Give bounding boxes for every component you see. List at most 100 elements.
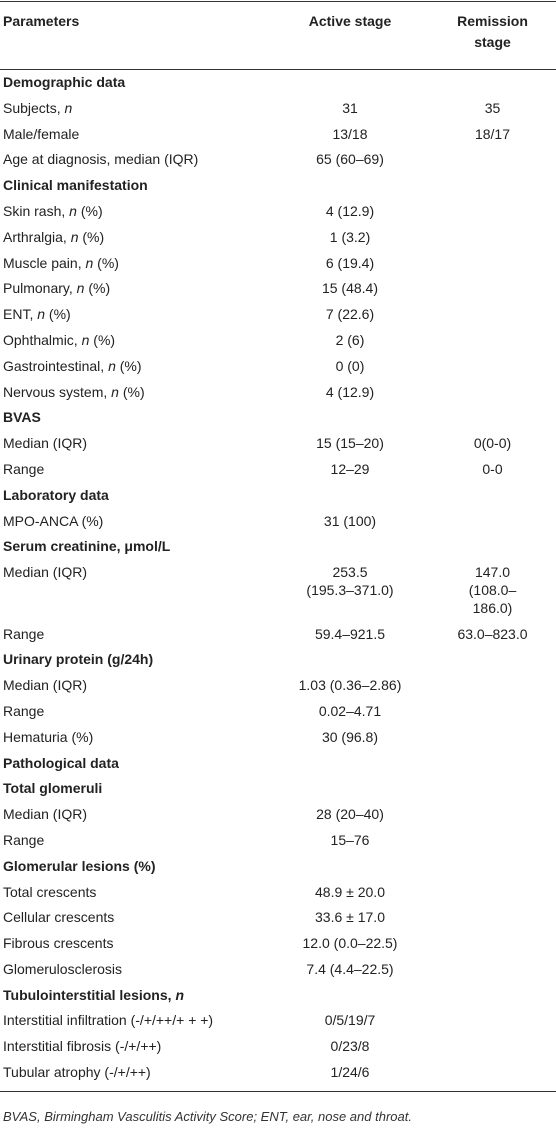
section-title: Demographic data <box>3 74 126 90</box>
section-row: Laboratory data <box>0 483 556 509</box>
section-title: Clinical manifestation <box>3 177 148 194</box>
section-title: Pathological data <box>3 754 119 771</box>
section-row: Total glomeruli <box>0 776 556 802</box>
data-row: Range 12–29 0-0 <box>0 457 556 483</box>
active-value: 253.5 (195.3–371.0) <box>255 560 445 621</box>
text-run: n <box>108 357 116 374</box>
text-run: n <box>37 306 46 323</box>
row-label: Median (IQR) <box>3 564 88 581</box>
text-run: (%) <box>118 383 145 400</box>
remission-value <box>445 1008 556 1034</box>
row-label: Muscle pain, n (%) <box>0 251 255 277</box>
section-title: Total glomeruli <box>3 780 103 797</box>
data-row: Skin rash, n (%) 4 (12.9) <box>0 199 556 225</box>
remission-value <box>445 1034 556 1060</box>
row-label: ENT, n (%) <box>0 302 255 328</box>
section-title: Tubulointerstitial lesions, n <box>0 983 556 1009</box>
text-run: n <box>175 986 184 1003</box>
active-value: 33.6 ± 17.0 <box>315 909 385 926</box>
active-value: 31 <box>342 99 358 116</box>
row-label: Pulmonary, n (%) <box>0 276 255 302</box>
data-row: Subjects, n 31 35 <box>0 96 556 122</box>
header-cell: Remission stage <box>457 13 528 50</box>
remission-value: 147.0 (108.0–186.0) <box>445 560 556 621</box>
active-value: 31 (100) <box>323 512 377 529</box>
data-row: Male/female 13/18 18/17 <box>0 122 556 148</box>
data-row: Range 0.02–4.71 <box>0 699 556 725</box>
data-row: Range 59.4–921.5 63.0–823.0 <box>0 622 556 648</box>
data-row: MPO-ANCA (%) 31 (100) <box>0 509 556 535</box>
row-label: Arthralgia, n (%) <box>0 225 255 251</box>
data-row: Arthralgia, n (%) 1 (3.2) <box>0 225 556 251</box>
cell-line: (108.0–186.0) <box>468 581 517 616</box>
active-value: 0/5/19/7 <box>324 1012 376 1029</box>
section-title: Urinary protein (g/24h) <box>3 651 154 668</box>
active-value: 0/23/8 <box>330 1038 370 1055</box>
remission-value: 18/17 <box>474 125 511 142</box>
remission-value <box>445 328 556 354</box>
row-label: Interstitial infiltration (-/+/++/+ + +) <box>3 1012 214 1029</box>
active-value: 15 (48.4) <box>321 280 379 297</box>
data-row: Glomerulosclerosis 7.4 (4.4–22.5) <box>0 957 556 983</box>
active-value: 6 (19.4) <box>325 254 375 271</box>
section-title: Laboratory data <box>3 486 109 503</box>
data-row: Nervous system, n (%) 4 (12.9) <box>0 380 556 406</box>
active-value: 59.4–921.5 <box>314 625 386 642</box>
active-value: 13/18 <box>332 125 368 142</box>
row-label: Range <box>3 625 45 642</box>
text-run: (%) <box>45 306 71 323</box>
text-run: Muscle pain, <box>3 254 86 271</box>
section-row: Glomerular lesions (%) <box>0 854 556 880</box>
data-row: Fibrous crescents 12.0 (0.0–22.5) <box>0 931 556 957</box>
row-label: Median (IQR) <box>3 435 88 452</box>
row-label: Interstitial fibrosis (-/+/++) <box>3 1038 162 1055</box>
data-row: Age at diagnosis, median (IQR) 65 (60–69) <box>0 147 556 173</box>
table-header: Parameters Active stage Remission stage <box>0 1 556 70</box>
text-run: Ophthalmic, <box>3 331 82 348</box>
row-label: Cellular crescents <box>3 909 115 926</box>
text-run: (%) <box>78 228 105 245</box>
data-row: Hematuria (%) 30 (96.8) <box>0 725 556 751</box>
remission-value <box>445 1060 556 1091</box>
row-label: Range <box>3 702 45 719</box>
data-row: Median (IQR) 28 (20–40) <box>0 802 556 828</box>
active-value: 7.4 (4.4–22.5) <box>306 960 394 977</box>
remission-value <box>445 380 556 406</box>
text-run: Gastrointestinal, <box>3 357 109 374</box>
text-run: (%) <box>84 280 111 297</box>
remission-value <box>445 880 556 906</box>
data-row: Range 15–76 <box>0 828 556 854</box>
remission-value <box>445 957 556 983</box>
text-run: Arthralgia, <box>3 228 71 245</box>
cell-line: 147.0 <box>474 564 511 581</box>
data-row: Interstitial fibrosis (-/+/++) 0/23/8 <box>0 1034 556 1060</box>
data-row: ENT, n (%) 7 (22.6) <box>0 302 556 328</box>
active-value: 4 (12.9) <box>325 383 375 400</box>
section-title: Glomerular lesions (%) <box>3 857 156 874</box>
active-value: 0 (0) <box>335 357 365 374</box>
remission-value <box>445 509 556 535</box>
remission-value <box>445 673 556 699</box>
text-run: n <box>76 280 85 297</box>
cell-line: 253.5 <box>332 564 368 581</box>
section-row: Pathological data <box>0 751 556 777</box>
data-row: Median (IQR) 1.03 (0.36–2.86) <box>0 673 556 699</box>
text-run: n <box>85 254 94 271</box>
text-run: n <box>69 202 77 219</box>
row-label: Skin rash, n (%) <box>0 199 255 225</box>
remission-value <box>445 931 556 957</box>
remission-value <box>445 354 556 380</box>
remission-value <box>445 905 556 931</box>
remission-value: 0-0 <box>482 460 503 477</box>
text-run: n <box>70 228 79 245</box>
header-cell: Active stage <box>308 13 392 29</box>
section-row: Tubulointerstitial lesions, n <box>0 983 556 1009</box>
section-row: Demographic data <box>0 70 556 96</box>
active-value: 30 (96.8) <box>321 728 379 745</box>
row-label: Age at diagnosis, median (IQR) <box>3 151 199 168</box>
remission-value <box>445 276 556 302</box>
section-row: Urinary protein (g/24h) <box>0 647 556 673</box>
row-label: Median (IQR) <box>3 677 88 694</box>
text-run: n <box>64 99 73 116</box>
data-row: Cellular crescents 33.6 ± 17.0 <box>0 905 556 931</box>
